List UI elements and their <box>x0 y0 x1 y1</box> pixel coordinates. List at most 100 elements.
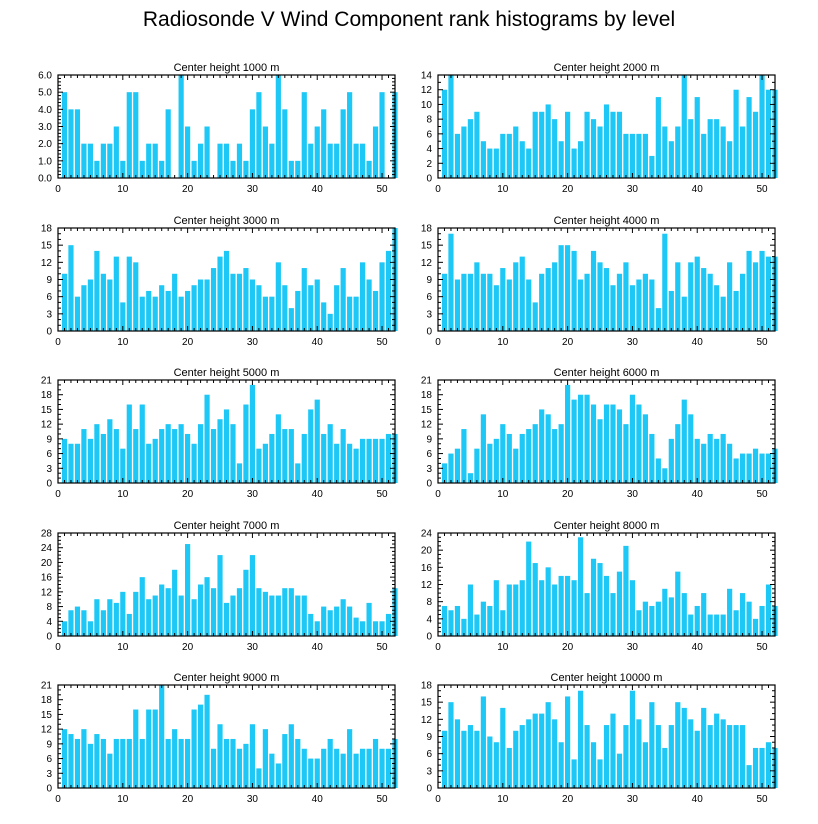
bar <box>493 742 499 788</box>
x-tick-label: 20 <box>182 489 194 500</box>
bar <box>68 443 74 483</box>
bar <box>107 599 113 636</box>
bar <box>668 438 674 483</box>
bar <box>94 250 100 331</box>
y-tick-label: 6 <box>426 749 432 760</box>
panel-5: Center height 5000 m 0 10 20 30 40 50 0 3 6 9 12 15 1… <box>41 367 398 500</box>
bar <box>448 453 454 483</box>
bar <box>321 433 327 483</box>
bar <box>441 730 448 788</box>
bar <box>107 279 113 331</box>
x-tick-label: 0 <box>55 642 61 653</box>
x-tick-label: 10 <box>497 794 509 805</box>
bar <box>480 601 486 636</box>
bar <box>454 279 461 331</box>
bar <box>197 704 204 788</box>
y-tick-label: 12 <box>41 420 53 431</box>
y-tick-label: 20 <box>41 558 53 569</box>
bar <box>727 588 733 636</box>
y-tick-label: 6 <box>46 449 52 460</box>
bar <box>506 433 512 483</box>
bar <box>146 599 152 636</box>
bar <box>321 606 327 636</box>
bar <box>571 250 577 331</box>
y-tick-label: 2 <box>426 159 432 170</box>
bar <box>714 438 720 483</box>
bar <box>120 738 126 788</box>
bar <box>545 104 551 178</box>
y-tick-label: 12 <box>421 580 433 591</box>
x-tick-label: 0 <box>435 184 441 195</box>
bar <box>146 143 152 178</box>
bar <box>87 143 93 178</box>
y-tick-label: 9 <box>426 275 432 286</box>
bar <box>133 92 139 178</box>
bar <box>197 279 204 331</box>
x-tick-label: 20 <box>182 642 194 653</box>
bar <box>152 595 158 636</box>
bar <box>733 725 739 788</box>
bar <box>759 605 765 636</box>
bar <box>223 602 230 636</box>
x-tick-label: 0 <box>55 794 61 805</box>
y-tick-label: 10 <box>421 100 433 111</box>
bar <box>500 610 506 636</box>
panel-1: Center height 1000 m 0 10 20 30 40 50 0.0 1.0 2.0… <box>38 62 398 195</box>
bar <box>694 605 700 636</box>
bar <box>223 738 230 788</box>
bar <box>590 250 597 331</box>
bar <box>94 424 100 483</box>
bar <box>752 111 759 178</box>
bar <box>340 268 346 331</box>
x-tick-label: 0 <box>435 642 441 653</box>
x-tick-label: 50 <box>756 794 768 805</box>
bar <box>441 273 448 331</box>
bar <box>94 599 100 636</box>
panel-9: Center height 9000 m 0 10 20 30 40 50 0 3 6 9 12 15 1… <box>41 672 398 805</box>
bar <box>675 702 681 788</box>
bar <box>597 262 603 331</box>
y-tick-label: 18 <box>421 224 433 235</box>
bar <box>603 404 610 483</box>
bar <box>467 473 473 483</box>
bar <box>133 262 139 331</box>
bar <box>493 285 499 331</box>
bar <box>526 719 532 788</box>
y-tick-label: 0.0 <box>38 174 52 185</box>
x-tick-label: 20 <box>562 337 574 348</box>
bar <box>752 747 759 788</box>
bar <box>480 141 486 178</box>
bar <box>282 285 288 331</box>
bar <box>61 438 68 483</box>
bar <box>385 433 392 483</box>
y-tick-label: 6 <box>46 292 52 303</box>
bar <box>668 597 674 636</box>
bar <box>301 433 307 483</box>
x-tick-label: 30 <box>247 337 259 348</box>
bar <box>126 613 132 636</box>
bar <box>571 399 577 483</box>
y-tick-label: 6 <box>46 754 52 765</box>
x-tick-label: 40 <box>692 794 704 805</box>
bar <box>454 719 461 788</box>
bar <box>655 601 661 636</box>
bar <box>616 273 623 331</box>
bar <box>565 111 571 178</box>
bar <box>461 126 467 178</box>
bar <box>360 143 366 178</box>
bar <box>353 143 359 178</box>
bar <box>74 296 81 331</box>
bar <box>506 747 512 788</box>
bar <box>565 696 571 788</box>
bar <box>262 126 268 178</box>
bar <box>461 429 467 483</box>
y-tick-label: 8 <box>426 115 432 126</box>
bar <box>539 580 545 636</box>
bar <box>565 245 571 331</box>
x-tick-label: 30 <box>627 337 639 348</box>
bar <box>694 730 700 788</box>
bar <box>159 285 165 331</box>
bar <box>197 143 204 178</box>
panel-2: Center height 2000 m 0 10 20 30 40 50 0 2 4 6 8 10 12… <box>421 62 778 195</box>
bar <box>301 92 307 178</box>
